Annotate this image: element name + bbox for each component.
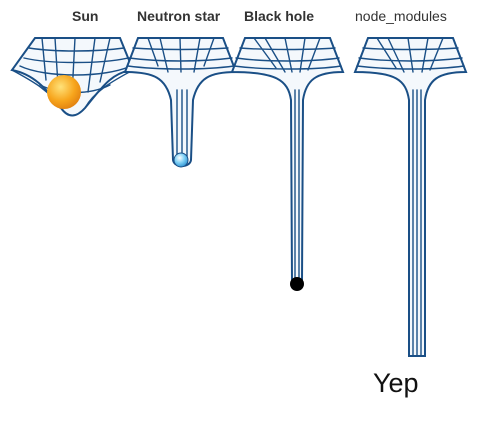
sun-ball-icon [47,75,81,109]
black-hole-ball-icon [290,277,304,291]
neutron-star-ball-icon [173,152,189,168]
caption-text: Yep [373,368,419,398]
label-sun: Sun [72,8,99,24]
neutron-star-gravity-well [123,37,238,167]
label-black-hole: Black hole [244,8,315,24]
label-neutron-star: Neutron star [137,8,221,24]
label-node-modules: node_modules [355,8,447,24]
sun-gravity-well [10,37,135,117]
node-modules-gravity-well [353,37,468,357]
black-hole-gravity-well [230,37,345,283]
